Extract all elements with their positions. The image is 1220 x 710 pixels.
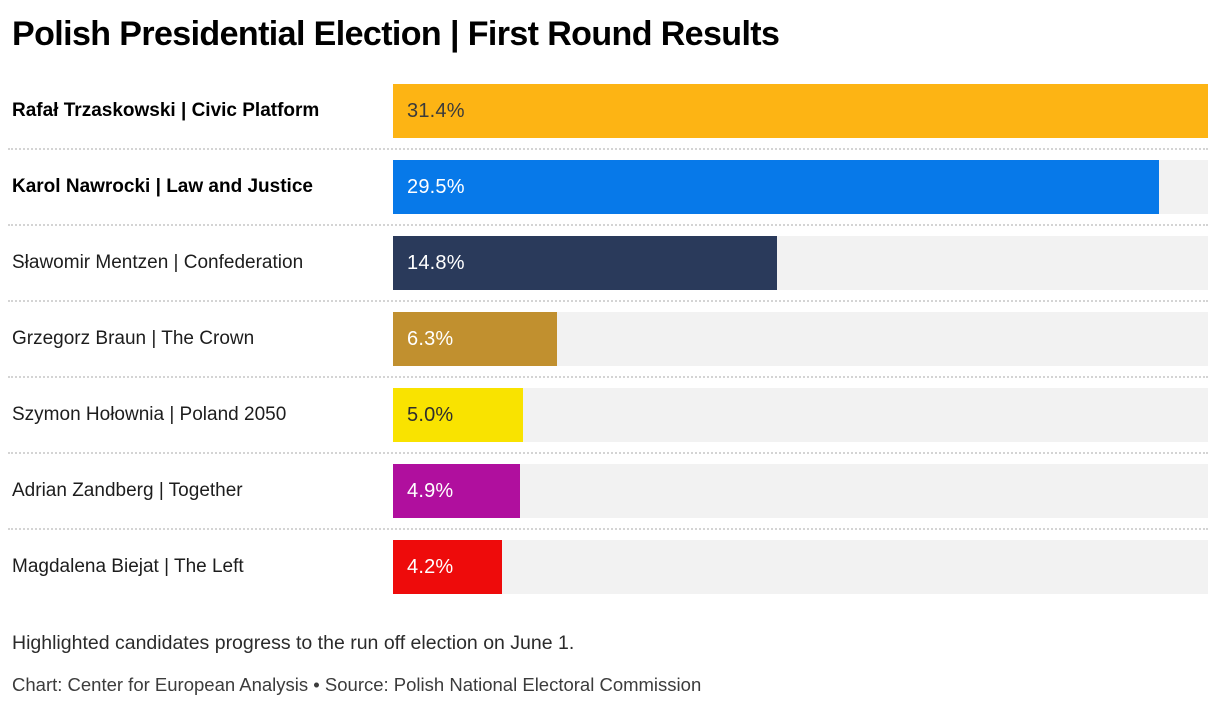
dotted-separator <box>8 224 1208 226</box>
candidate-label: Rafał Trzaskowski | Civic Platform <box>12 100 320 121</box>
candidate-label: Sławomir Mentzen | Confederation <box>12 252 304 273</box>
candidate-label: Grzegorz Braun | The Crown <box>12 328 255 349</box>
row-divider <box>0 442 1220 464</box>
result-bar: 31.4% <box>393 84 1208 138</box>
result-value-label: 14.8% <box>407 251 465 274</box>
result-value-label: 5.0% <box>407 403 454 426</box>
dotted-separator <box>8 452 1208 454</box>
result-bar: 14.8% <box>393 236 778 290</box>
result-value-label: 31.4% <box>407 99 465 122</box>
bar-track: 5.0% <box>393 388 1208 442</box>
candidate-row: Magdalena Biejat | The Left 4.2% <box>0 540 1220 594</box>
result-value-label: 4.2% <box>407 555 454 578</box>
result-bar: 6.3% <box>393 312 557 366</box>
bar-track: 14.8% <box>393 236 1208 290</box>
dotted-separator <box>8 528 1208 530</box>
dotted-separator <box>8 376 1208 378</box>
row-divider <box>0 366 1220 388</box>
chart-credit: Chart: Center for European Analysis • So… <box>12 674 702 695</box>
chart-title: Polish Presidential Election | First Rou… <box>12 15 780 53</box>
row-divider <box>0 518 1220 540</box>
candidate-row: Rafał Trzaskowski | Civic Platform 31.4% <box>0 84 1220 138</box>
bar-track: 29.5% <box>393 160 1208 214</box>
dotted-separator <box>8 148 1208 150</box>
bar-track: 6.3% <box>393 312 1208 366</box>
result-value-label: 29.5% <box>407 175 465 198</box>
candidate-row: Sławomir Mentzen | Confederation 14.8% <box>0 236 1220 290</box>
candidate-row: Grzegorz Braun | The Crown 6.3% <box>0 312 1220 366</box>
result-value-label: 4.9% <box>407 479 454 502</box>
result-bar: 29.5% <box>393 160 1159 214</box>
result-bar: 4.2% <box>393 540 502 594</box>
result-value-label: 6.3% <box>407 327 454 350</box>
row-divider <box>0 214 1220 236</box>
candidate-label: Magdalena Biejat | The Left <box>12 556 244 577</box>
candidate-label: Karol Nawrocki | Law and Justice <box>12 176 313 197</box>
chart-note: Highlighted candidates progress to the r… <box>12 632 575 654</box>
candidate-label: Szymon Hołownia | Poland 2050 <box>12 404 287 425</box>
candidate-row: Szymon Hołownia | Poland 2050 5.0% <box>0 388 1220 442</box>
bar-chart: Rafał Trzaskowski | Civic Platform 31.4%… <box>0 84 1220 594</box>
row-divider <box>0 290 1220 312</box>
bar-track: 4.9% <box>393 464 1208 518</box>
result-bar: 4.9% <box>393 464 521 518</box>
bar-track: 4.2% <box>393 540 1208 594</box>
dotted-separator <box>8 300 1208 302</box>
bar-track: 31.4% <box>393 84 1208 138</box>
candidate-label: Adrian Zandberg | Together <box>12 480 243 501</box>
candidate-row: Karol Nawrocki | Law and Justice 29.5% <box>0 160 1220 214</box>
row-divider <box>0 138 1220 160</box>
result-bar: 5.0% <box>393 388 523 442</box>
candidate-row: Adrian Zandberg | Together 4.9% <box>0 464 1220 518</box>
